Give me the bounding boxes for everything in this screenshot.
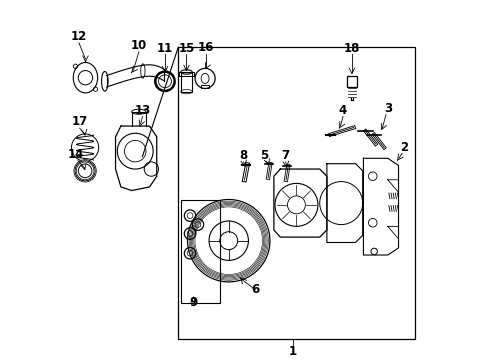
Text: 13: 13 <box>134 104 150 117</box>
Bar <box>178 47 414 339</box>
Text: 7: 7 <box>281 149 289 162</box>
Text: 15: 15 <box>178 41 194 55</box>
Text: 12: 12 <box>71 30 87 43</box>
Text: 4: 4 <box>338 104 346 117</box>
Bar <box>181 199 220 303</box>
Text: 3: 3 <box>384 103 392 116</box>
Text: 18: 18 <box>343 41 360 55</box>
Text: 17: 17 <box>71 115 88 129</box>
Text: 9: 9 <box>189 296 197 309</box>
Bar <box>201 85 209 89</box>
Bar <box>178 72 194 76</box>
Bar <box>181 72 192 92</box>
Text: 1: 1 <box>288 345 296 357</box>
Text: 2: 2 <box>400 141 408 154</box>
Text: 11: 11 <box>157 41 173 55</box>
Text: 8: 8 <box>239 149 247 162</box>
Text: 5: 5 <box>260 149 268 162</box>
Bar <box>346 76 356 87</box>
Text: 10: 10 <box>130 39 147 52</box>
Text: 14: 14 <box>68 148 84 161</box>
Text: 6: 6 <box>251 283 259 296</box>
Text: 16: 16 <box>198 41 214 54</box>
